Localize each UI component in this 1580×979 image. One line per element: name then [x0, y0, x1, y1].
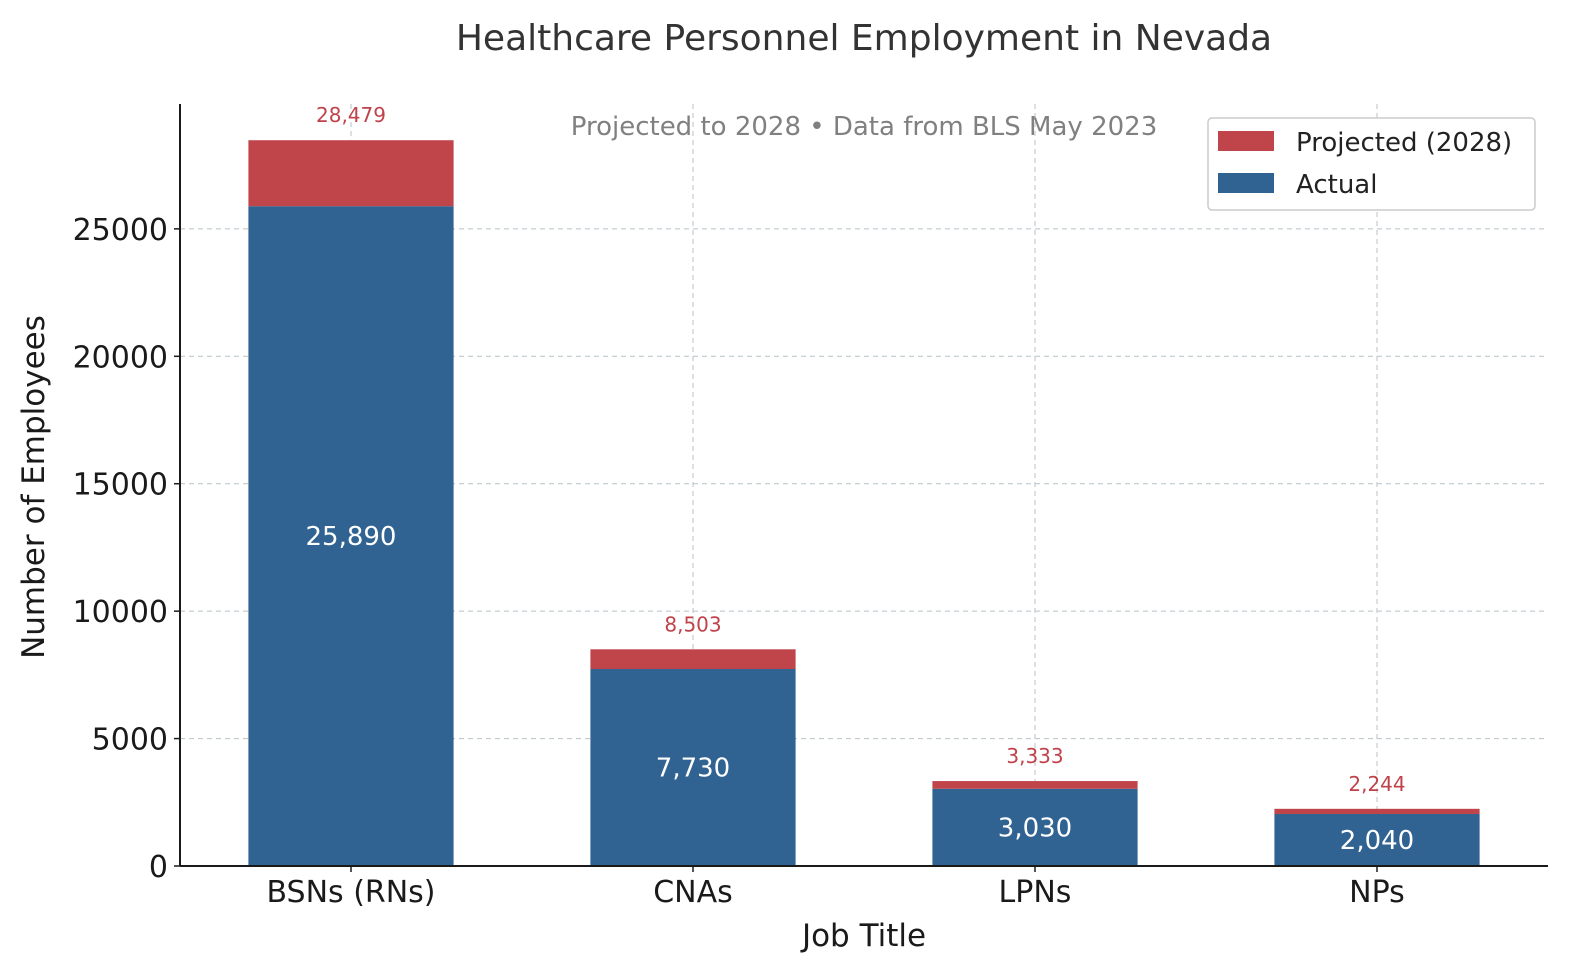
y-axis-label: Number of Employees	[16, 315, 52, 659]
bars-group	[248, 140, 1480, 867]
legend-swatch-actual	[1218, 173, 1274, 193]
y-tick-label-4: 20000	[73, 340, 168, 375]
bar-label-projected-3: 2,244	[1348, 772, 1405, 796]
bar-actual-3	[1274, 814, 1480, 866]
bar-label-actual-2: 3,030	[998, 813, 1072, 843]
x-tick-label-3: NPs	[1349, 875, 1405, 910]
bar-projected-0	[248, 140, 454, 207]
legend-label-actual: Actual	[1296, 170, 1377, 200]
legend: Projected (2028) Actual	[1207, 117, 1536, 211]
y-tick-label-0: 0	[149, 850, 168, 885]
bar-label-projected-0: 28,479	[316, 103, 386, 127]
bar-projected-1	[590, 649, 796, 670]
bar-label-projected-1: 8,503	[664, 612, 721, 636]
chart-subtitle: Projected to 2028 • Data from BLS May 20…	[571, 112, 1158, 142]
axes-group	[174, 104, 1548, 872]
y-tick-label-1: 5000	[92, 723, 168, 758]
bar-labels-group: 25,890 28,479 7,730 8,503 3,030 3,333 2,040 2,2…	[306, 103, 1415, 856]
y-tick-label-5: 25000	[73, 213, 168, 248]
bar-label-actual-1: 7,730	[656, 754, 730, 784]
legend-swatch-projected	[1218, 131, 1274, 151]
x-tick-label-0: BSNs (RNs)	[266, 875, 435, 910]
legend-label-projected: Projected (2028)	[1296, 128, 1512, 158]
x-tick-label-2: LPNs	[999, 875, 1072, 910]
y-tick-label-3: 15000	[73, 468, 168, 503]
chart-title: Healthcare Personnel Employment in Nevad…	[456, 18, 1272, 59]
bar-actual-0	[248, 206, 454, 867]
tick-labels-group: 0 5000 10000 15000 20000 25000 BSNs (RNs) CNAs L…	[73, 213, 1405, 910]
bar-label-actual-3: 2,040	[1340, 826, 1414, 856]
bar-label-projected-2: 3,333	[1006, 744, 1063, 768]
bar-actual-2	[932, 788, 1138, 866]
bar-projected-2	[932, 781, 1138, 789]
y-tick-label-2: 10000	[73, 595, 168, 630]
x-tick-label-1: CNAs	[653, 875, 733, 910]
x-axis-label: Job Title	[800, 918, 926, 954]
bar-projected-3	[1274, 808, 1480, 815]
bar-actual-1	[590, 669, 796, 866]
bar-label-actual-0: 25,890	[306, 522, 397, 552]
legend-box	[1207, 117, 1536, 211]
